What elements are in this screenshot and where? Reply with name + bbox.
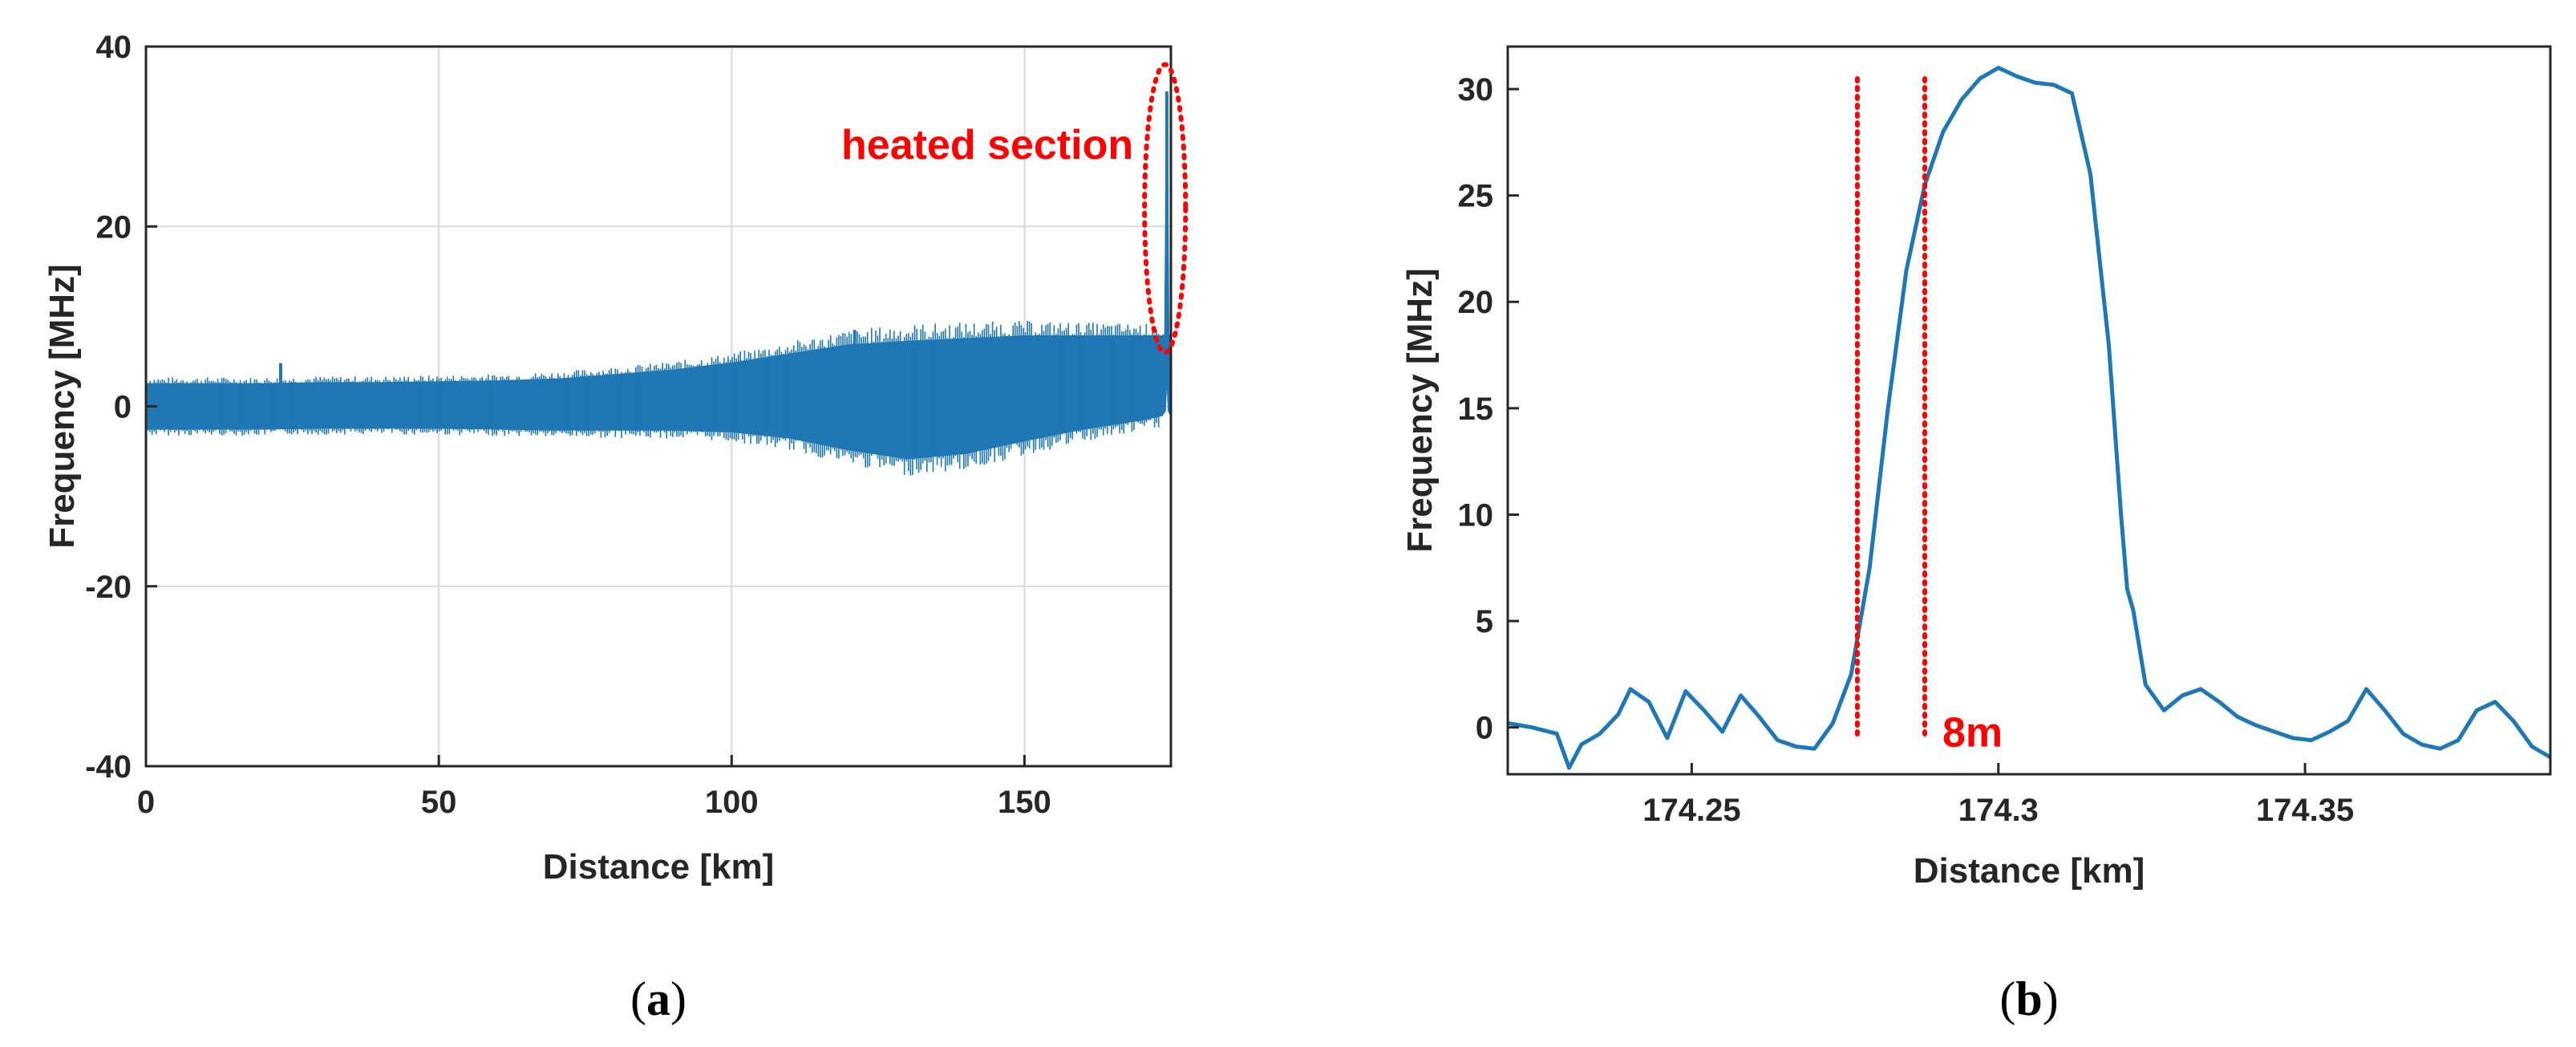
panel-b-y-ticks: 0 5 10 15 20 25 30	[1458, 72, 1519, 746]
x-tick-label: 174.3	[1958, 793, 2039, 828]
y-tick-label: 40	[96, 30, 132, 65]
y-tick-label: 0	[1476, 711, 1493, 746]
y-tick-label: -20	[85, 570, 132, 605]
y-tick-label: 25	[1458, 179, 1494, 214]
y-tick-label: 30	[1458, 72, 1494, 108]
y-tick-label: 15	[1458, 392, 1494, 427]
y-tick-label: 20	[1458, 285, 1494, 320]
x-tick-label: 150	[998, 785, 1051, 820]
panel-b-caption: (b)	[1999, 972, 2058, 1025]
frequency-line	[1507, 66, 2552, 770]
y-tick-label: 5	[1476, 604, 1493, 639]
panel-a-x-axis-label: Distance [km]	[543, 847, 775, 887]
y-tick-label: 10	[1458, 497, 1494, 533]
panel-b-axes-frame	[1506, 45, 2552, 776]
panel-b-caption-open: (	[1999, 972, 2015, 1025]
panel-a-caption: (a)	[630, 972, 687, 1025]
noise-texture	[145, 320, 1160, 476]
panel-b-y-axis-label: Frequency [MHz]	[1400, 268, 1440, 552]
panel-a-y-axis-label: Frequency [MHz]	[43, 264, 82, 548]
panel-b-annotations: 8m	[1854, 76, 2003, 757]
panel-a-y-ticks: -40 -20 0 20 40	[85, 30, 157, 785]
y-tick-label: 20	[96, 209, 132, 245]
panel-a-caption-letter: a	[646, 972, 670, 1025]
panel-b-series	[1507, 66, 2552, 770]
panel-b-caption-close: )	[2043, 972, 2059, 1025]
distance-8m-label: 8m	[1942, 710, 2003, 757]
x-tick-label: 174.35	[2256, 793, 2354, 828]
x-tick-label: 50	[421, 785, 457, 820]
y-tick-label: 0	[114, 390, 132, 425]
heated-section-label: heated section	[841, 122, 1133, 168]
y-tick-label: -40	[85, 749, 132, 785]
x-tick-label: 0	[137, 785, 155, 820]
panel-b-caption-letter: b	[2015, 972, 2042, 1025]
panel-b-x-axis-label: Distance [km]	[1914, 851, 2145, 891]
x-tick-label: 174.25	[1642, 793, 1740, 828]
x-tick-label: 100	[705, 785, 759, 820]
panel-a-x-ticks: 0 50 100 150	[137, 755, 1051, 820]
panel-a: 0 50 100 150 -40 -20 0 20 40 heated section Dis…	[43, 30, 1189, 1025]
panel-a-caption-close: )	[670, 972, 687, 1025]
panel-b: 8m 174.25 174.3 174.35 0 5 10 15 20 25 30 Distan…	[1400, 45, 2552, 1025]
panel-a-caption-open: (	[630, 972, 646, 1025]
panel-b-x-ticks: 174.25 174.3 174.35	[1642, 763, 2354, 828]
heated-section-ellipse	[1142, 62, 1189, 355]
panel-a-annotations: heated section	[841, 62, 1189, 355]
